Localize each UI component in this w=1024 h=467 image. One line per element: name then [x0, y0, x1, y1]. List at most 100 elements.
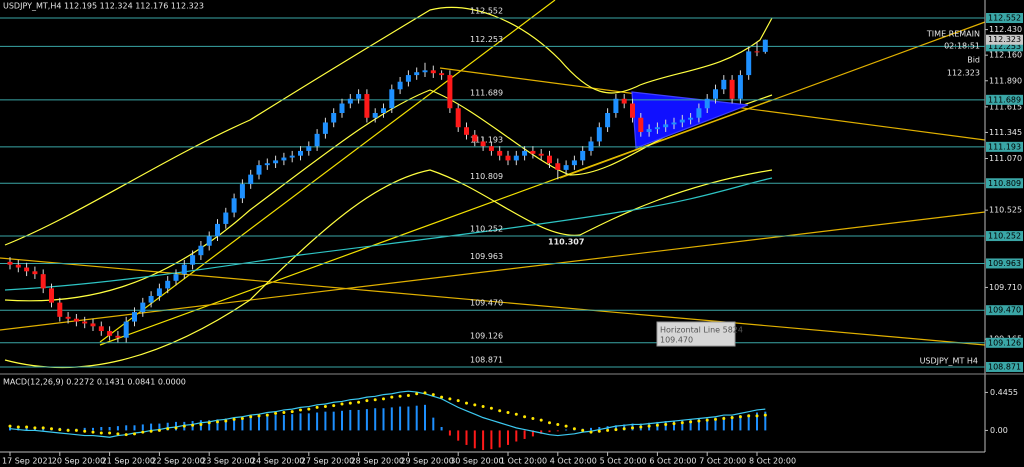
macd-signal-dot [25, 425, 29, 429]
x-tick-label: 7 Oct 20:00 [699, 457, 746, 466]
macd-signal-dot [290, 410, 294, 414]
macd-histogram-bar [681, 420, 684, 431]
macd-histogram-bar [424, 404, 426, 431]
current-price-label: 112.323 [988, 35, 1021, 44]
macd-signal-dot [41, 426, 45, 430]
price-annotation: 110.307 [548, 238, 584, 247]
candle-body [322, 122, 328, 134]
macd-histogram-bar [141, 424, 144, 431]
x-tick-label: 8 Oct 20:00 [749, 457, 796, 466]
x-tick-label: 29 Sep 20:00 [400, 457, 453, 466]
level-label: 110.809 [470, 172, 503, 181]
macd-signal-dot [124, 433, 128, 437]
current-price-box [986, 34, 1023, 45]
level-label: 109.963 [470, 252, 503, 261]
x-tick-label: 1 Oct 20:00 [500, 457, 547, 466]
macd-signal-dot [440, 395, 444, 399]
candle-body [721, 79, 727, 90]
macd-histogram-bar [233, 418, 236, 431]
macd-signal-dot [33, 426, 37, 430]
macd-signal-dot [705, 418, 709, 422]
macd-signal-dot [315, 405, 319, 409]
candle-body [24, 267, 30, 272]
macd-signal-dot [506, 411, 510, 415]
x-tick-label: 21 Sep 20:00 [102, 457, 155, 466]
macd-histogram-bar [507, 430, 509, 445]
level-axis-box [986, 41, 1023, 52]
macd-signal-dot [141, 430, 145, 434]
macd-histogram-bar [307, 413, 310, 431]
macd-signal-dot [348, 401, 352, 405]
macd-signal-dot [166, 427, 170, 431]
candle-body [239, 184, 245, 199]
level-axis-box [986, 94, 1023, 105]
x-tick-label: 17 Sep 2021 [2, 457, 53, 466]
y-tick-label: 0.00 [990, 426, 1008, 435]
tooltip-title: Horizontal Line 5824 [660, 326, 743, 335]
macd-signal-dot [157, 428, 161, 432]
macd-histogram-bar [266, 415, 269, 431]
candle-body [688, 117, 694, 120]
macd-signal-dot [514, 412, 518, 416]
candle-body [472, 134, 478, 142]
candle-body [464, 127, 469, 135]
macd-histogram-bar [590, 427, 592, 431]
macd-signal-dot [240, 416, 244, 420]
candle-body [331, 113, 337, 123]
level-axis-box [986, 258, 1023, 269]
macd-histogram-bar [341, 410, 343, 431]
macd-signal-dot [564, 424, 568, 428]
level-axis-label: 111.193 [988, 142, 1021, 151]
candle-body [480, 141, 486, 147]
macd-signal-dot [265, 413, 269, 417]
macd-histogram-bar [324, 411, 327, 431]
macd-signal-dot [174, 426, 178, 430]
macd-histogram-bar [125, 425, 128, 431]
macd-signal-dot [431, 393, 435, 397]
y-tick-label: 110.525 [989, 206, 1022, 215]
macd-signal-dot [689, 420, 693, 424]
macd-histogram-bar [689, 419, 692, 431]
candle-body [140, 302, 146, 313]
macd-histogram-bar [756, 412, 758, 431]
level-axis-label: 110.809 [988, 179, 1021, 188]
candle-body [82, 321, 88, 324]
macd-histogram-bar [83, 427, 86, 431]
macd-signal-dot [481, 405, 485, 409]
macd-signal-dot [66, 428, 70, 432]
macd-histogram-bar [548, 430, 551, 433]
macd-title: MACD(12,26,9) 0.2272 0.1431 0.0841 0.000… [3, 378, 186, 387]
candle-body [613, 98, 619, 114]
macd-histogram-bar [407, 406, 410, 431]
candle-body [638, 117, 644, 132]
macd-signal-dot [91, 430, 95, 434]
x-tick-label: 20 Sep 20:00 [52, 457, 105, 466]
triangle-pattern [631, 91, 749, 149]
level-axis-label: 111.689 [988, 95, 1021, 104]
candle-body [90, 323, 96, 327]
macd-signal-dot [282, 411, 286, 415]
candle-body [654, 127, 660, 130]
candle-body [455, 108, 461, 128]
macd-histogram-bar [166, 422, 169, 431]
bid-label: Bid [967, 56, 980, 65]
candle-body [57, 302, 63, 317]
candle-body [223, 212, 229, 224]
level-label: 109.470 [470, 299, 503, 308]
macd-histogram-bar [706, 418, 709, 431]
level-label: 110.252 [470, 225, 503, 234]
macd-histogram-bar [482, 430, 485, 451]
macd-signal-dot [647, 424, 651, 428]
candle-body [729, 79, 735, 99]
candle-body [497, 150, 503, 156]
macd-signal-dot [755, 414, 759, 418]
bid-price: 112.323 [947, 69, 980, 78]
candle-body [762, 39, 768, 52]
macd-signal-dot [216, 420, 219, 424]
candle-body [49, 288, 54, 303]
level-axis-label: 109.470 [988, 306, 1021, 315]
macd-histogram-bar [349, 409, 352, 431]
macd-signal-dot [74, 428, 78, 432]
macd-histogram-bar [249, 416, 252, 431]
